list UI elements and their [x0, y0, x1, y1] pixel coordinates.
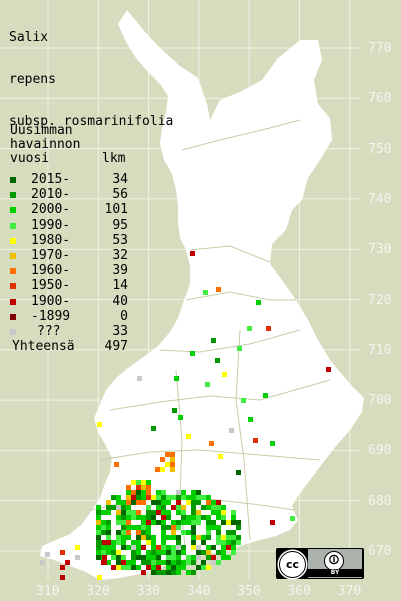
legend-header: Uusimman havainnon vuosi lkm: [10, 124, 128, 166]
title-subspecies: subsp. rosmarinifolia: [9, 114, 174, 129]
person-icon: 🛈: [324, 551, 344, 571]
legend-count: 101: [104, 202, 128, 218]
legend-swatch: [10, 268, 16, 275]
legend-swatch: [10, 328, 16, 335]
legend-year-label: 1960-: [31, 263, 71, 279]
legend-year-label: -1899: [31, 308, 71, 324]
title-genus: Salix: [9, 30, 49, 45]
y-axis-label: 760: [368, 91, 392, 107]
cc-logo-text: cc: [285, 558, 300, 571]
legend-total-count: 497: [104, 339, 128, 355]
legend-swatch: [10, 283, 16, 290]
y-axis-label: 710: [368, 342, 392, 358]
x-axis-label: 320: [86, 584, 110, 599]
legend-row: -1899 0: [10, 309, 128, 324]
legend-row: 2000- 101: [10, 202, 128, 217]
y-axis-label: 700: [368, 393, 392, 409]
y-axis-label: 740: [368, 191, 392, 207]
legend-header-count: lkm: [102, 151, 126, 166]
x-axis-label: 340: [186, 584, 211, 599]
legend-count: 0: [120, 308, 128, 324]
legend-count: 39: [112, 263, 128, 279]
legend-swatch: [10, 313, 16, 320]
legend-count: 34: [112, 172, 128, 187]
y-axis-label: 690: [368, 443, 392, 459]
legend-year-label: 1900-: [31, 293, 71, 309]
legend-row: 1950- 14: [10, 278, 128, 293]
legend-swatch: [10, 237, 16, 244]
legend-row: 1970- 32: [10, 248, 128, 263]
legend-row: ??? 33: [10, 324, 128, 339]
legend-swatch: [10, 192, 16, 199]
legend-count: 53: [112, 232, 128, 248]
y-axis-label: 670: [368, 544, 392, 559]
y-axis-label: 750: [368, 141, 392, 157]
cc-logo-icon: cc: [279, 551, 306, 578]
legend-row: 1980- 53: [10, 233, 128, 248]
legend-year-label: ???: [37, 323, 61, 339]
legend-row: 2015- 34: [10, 172, 128, 187]
legend-total-label: Yhteensä: [12, 339, 75, 355]
legend-count: 14: [112, 278, 128, 294]
legend-year-label: 1980-: [31, 232, 71, 248]
y-axis-label: 730: [368, 242, 392, 258]
x-axis-label: 370: [337, 584, 362, 599]
species-title: Salix repens subsp. rosmarinifolia: [9, 3, 173, 143]
legend-header-line1: Uusimman: [10, 123, 73, 138]
legend-count: 95: [112, 217, 128, 233]
legend-year-label: 1950-: [31, 278, 71, 294]
legend-year-label: 2000-: [31, 202, 71, 218]
legend-swatch: [10, 252, 16, 259]
legend-swatch: [10, 222, 16, 229]
observation-squares: [40, 251, 331, 580]
y-axis-label: 720: [368, 292, 392, 308]
y-axis-label: 770: [368, 41, 392, 56]
legend-total-row: Yhteensä 497: [10, 339, 128, 354]
cc-license-badge[interactable]: cc 🛈 BY: [276, 548, 364, 579]
legend-year-label: 2010-: [31, 187, 71, 203]
y-axis-label: 680: [368, 493, 392, 509]
legend-year-label: 1990-: [31, 217, 71, 233]
legend-count: 40: [112, 293, 128, 309]
legend-count: 32: [112, 247, 128, 263]
x-axis-label: 330: [136, 584, 161, 599]
legend-row: 1990- 95: [10, 218, 128, 233]
finland-land: [40, 10, 364, 580]
x-axis-label: 360: [287, 584, 311, 599]
legend-count: 33: [112, 323, 128, 339]
legend-header-line2: havainnon: [10, 137, 81, 152]
legend-swatch: [10, 207, 16, 214]
legend-row: 2010- 56: [10, 187, 128, 202]
legend-year-label: 1970-: [31, 247, 71, 263]
legend-row: 1960- 39: [10, 263, 128, 278]
legend-row: 1900- 40: [10, 294, 128, 309]
legend-swatch: [10, 298, 16, 305]
title-species: repens: [9, 72, 56, 87]
legend-header-year: vuosi: [10, 151, 50, 166]
x-axis-label: 350: [237, 584, 261, 599]
x-axis-label: 310: [36, 584, 60, 599]
region-borders: [89, 119, 331, 557]
legend-year-label: 2015-: [31, 172, 71, 187]
legend-count: 56: [112, 187, 128, 203]
legend-swatch: [10, 177, 16, 183]
legend: 2015- 34 2010- 56 2000- 101 1990- 95 1980- 53 1970…: [10, 172, 128, 354]
by-label: BY: [308, 569, 362, 577]
